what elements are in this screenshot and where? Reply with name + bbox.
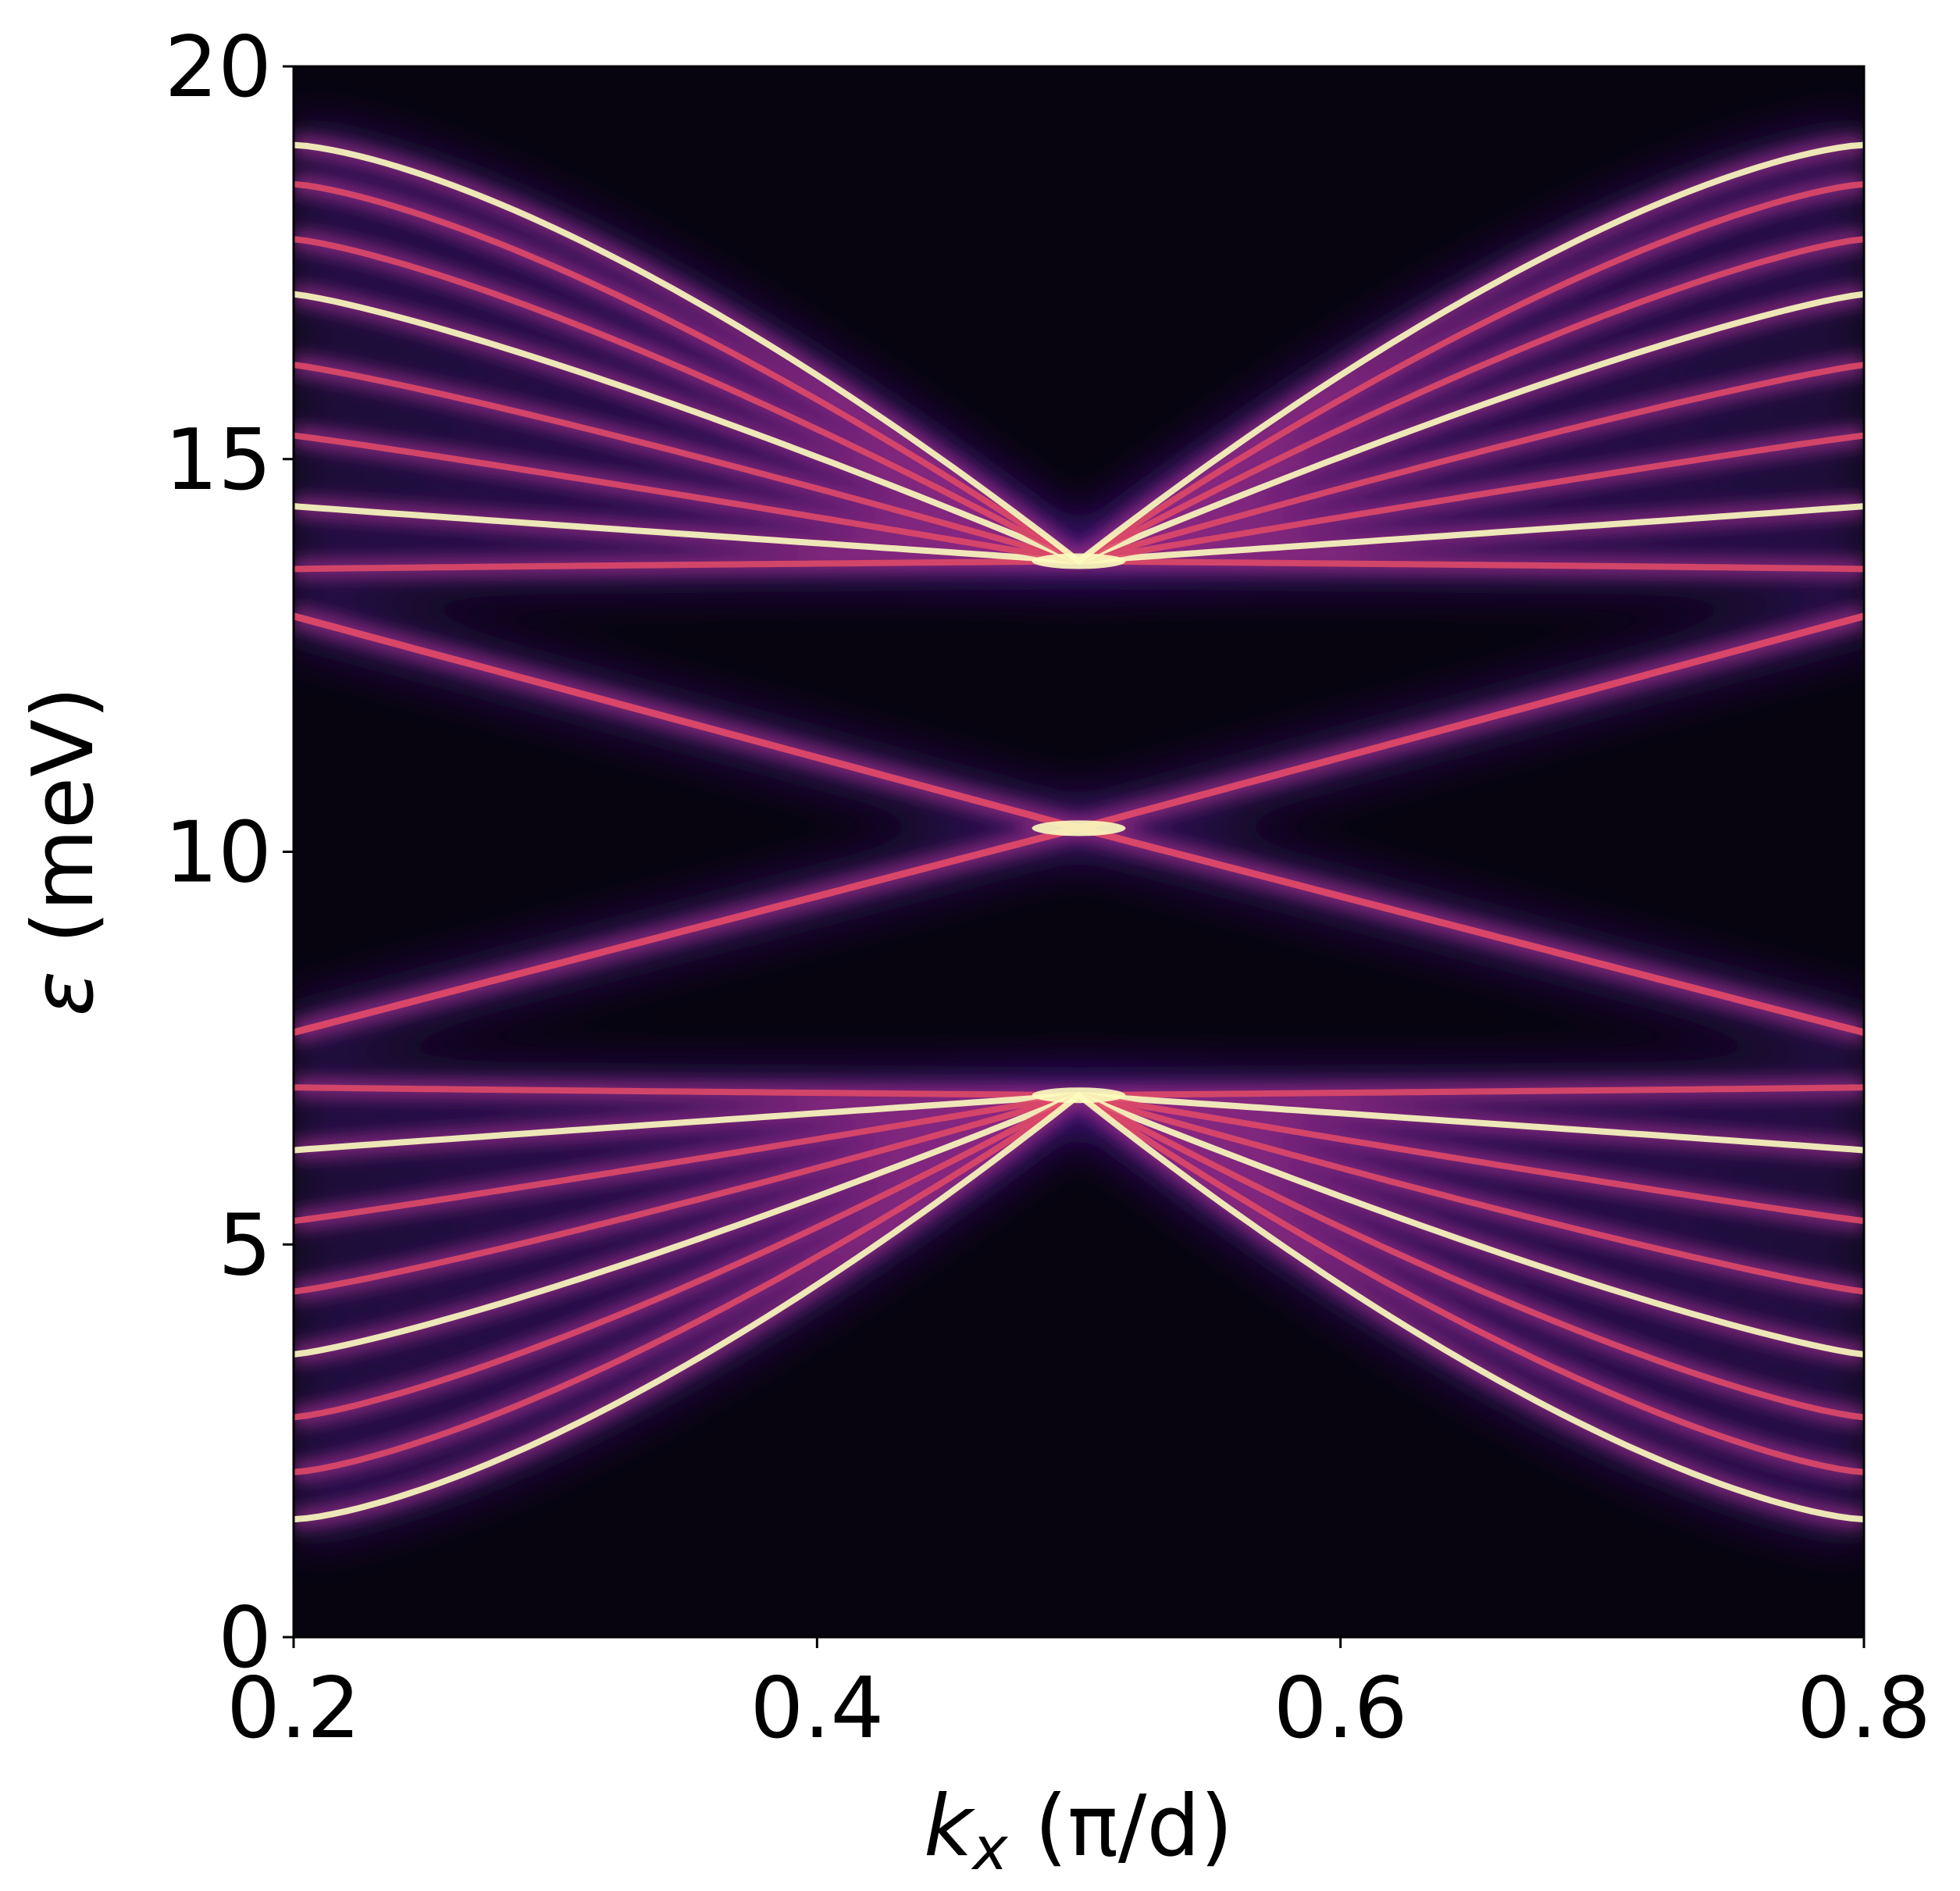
band-lower [1075,1092,1864,1295]
band-upper [1075,432,1864,565]
band-lower [294,1092,1082,1154]
band-lower [294,1092,1082,1358]
crossing-point [1032,553,1126,569]
band-upper [294,432,1082,565]
x-axis-ticks: 0.2 0.4 0.6 0.8 [226,1637,1931,1757]
band-lower [1075,1092,1864,1225]
band-upper [294,141,1082,565]
y-tick-label: 10 [165,805,272,902]
x-tick-label: 0.6 [1274,1660,1408,1757]
band-lower [294,1092,1082,1475]
band-upper [294,291,1082,565]
plot-area [294,66,1864,1637]
crossing-point [1032,1087,1126,1104]
band-upper [1075,291,1864,565]
y-axis-ticks: 0 5 10 15 20 [165,19,294,1687]
y-axis-label-symbol: ε [15,971,112,1016]
band-upper [294,180,1082,565]
band-lower-main [1075,824,1864,1036]
y-axis-label-unit: (meV) [15,687,112,971]
y-tick-label: 15 [165,412,272,509]
band-upper-main [1075,612,1864,832]
x-axis-label-symbol: k [924,1778,976,1875]
band-lower [1075,1092,1864,1523]
band-lines [294,141,1864,1523]
band-upper [1075,180,1864,565]
band-upper [1075,236,1864,565]
band-upper [294,558,1082,573]
y-tick-label: 5 [218,1197,272,1294]
band-lower [294,1092,1082,1421]
band-lower [1075,1092,1864,1154]
x-axis-label-unit: (π/d) [1007,1778,1233,1875]
band-lower [294,1092,1082,1523]
y-axis-label: ε (meV) [15,687,112,1017]
x-axis-label: kx (π/d) [924,1778,1233,1883]
y-tick-label: 0 [218,1590,272,1687]
band-lower [294,1092,1082,1225]
band-upper [294,362,1082,565]
band-lower [294,1092,1082,1295]
band-upper [1075,362,1864,565]
band-lower [1075,1092,1864,1421]
band-upper [1075,558,1864,573]
crossing-points [1032,553,1126,1104]
y-tick-label: 20 [165,19,272,116]
x-tick-label: 0.4 [750,1660,884,1757]
band-lower [1075,1092,1864,1475]
x-tick-label: 0.2 [226,1660,361,1757]
band-lower [294,1084,1082,1099]
crossing-point [1032,820,1126,837]
x-tick-label: 0.8 [1797,1660,1931,1757]
band-upper-main [294,612,1082,832]
band-upper [1075,503,1864,565]
x-axis-label-subscript: x [971,1814,1009,1883]
band-upper [294,236,1082,565]
band-lower [1075,1092,1864,1358]
band-lower-main [294,824,1082,1036]
band-upper [294,503,1082,565]
band-lower [1075,1084,1864,1099]
band-upper [1075,141,1864,565]
